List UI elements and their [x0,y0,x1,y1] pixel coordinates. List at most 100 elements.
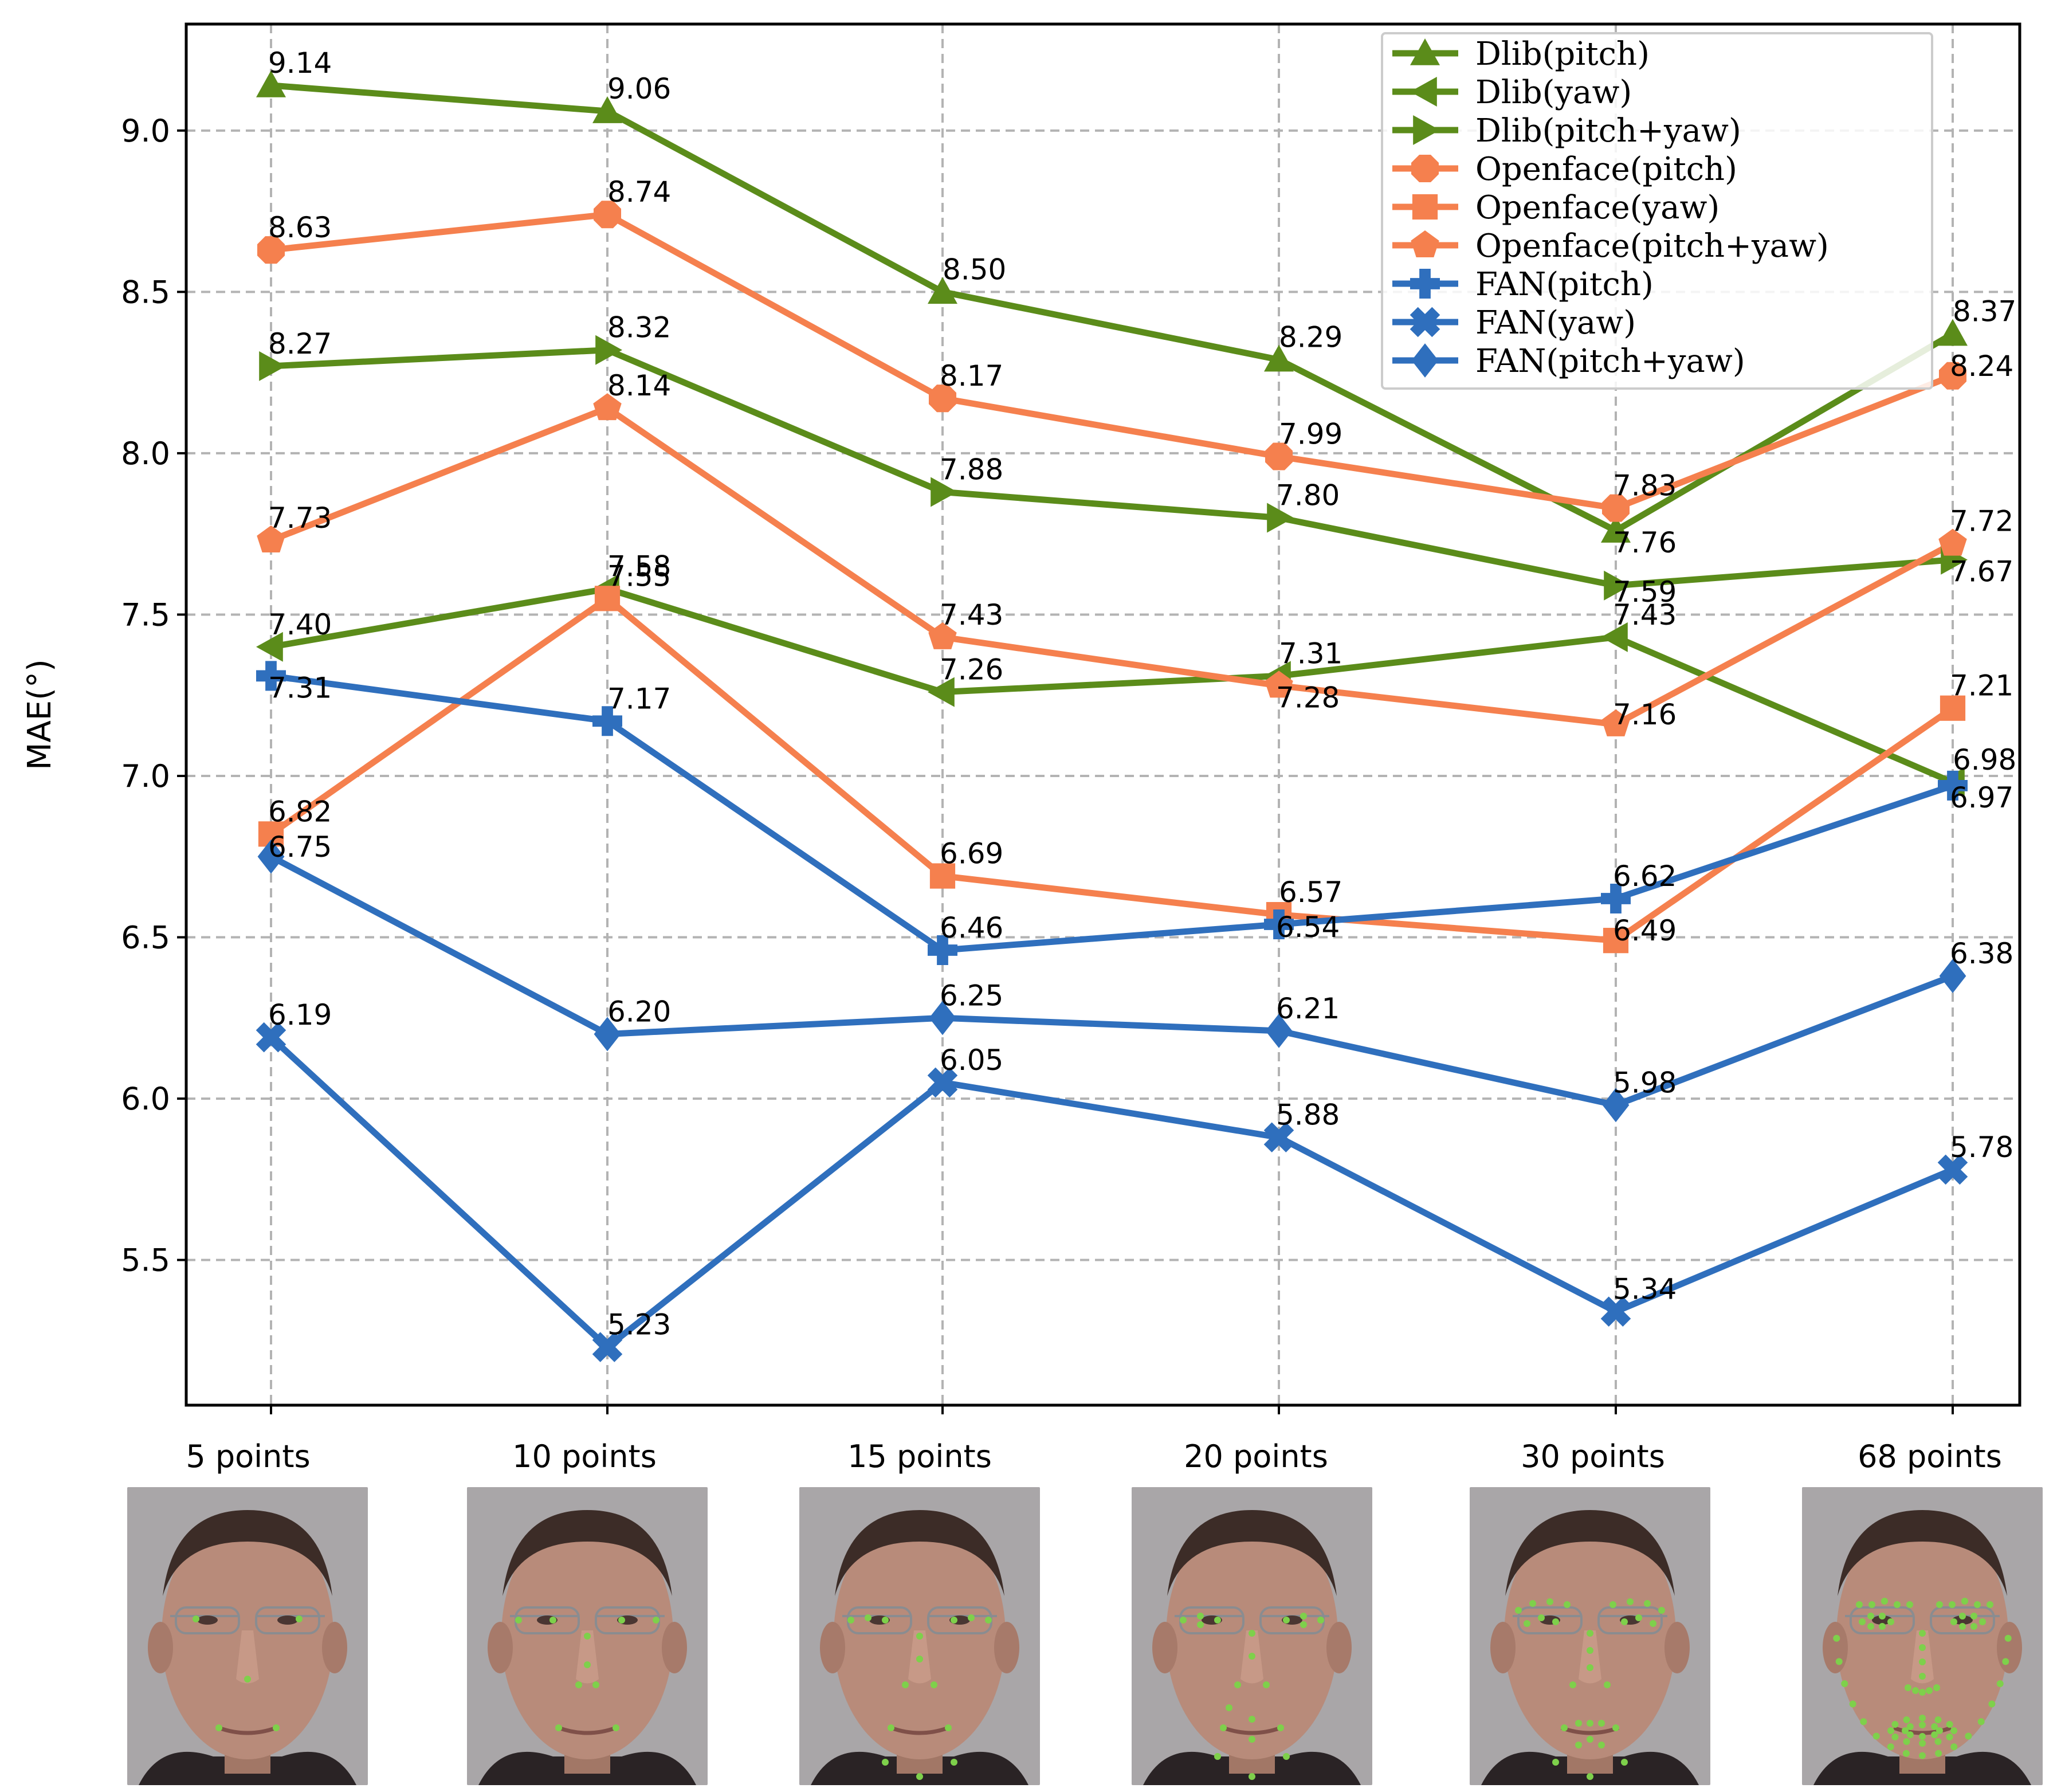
series-line [269,853,1954,1108]
landmark-dot [1515,1607,1522,1614]
legend-entry: FAN(pitch) [1392,266,1654,303]
data-label: 7.83 [1613,469,1677,503]
landmark-dot [1598,1720,1605,1727]
landmark-dot [1621,1618,1628,1625]
data-label: 7.43 [1613,598,1677,632]
data-point-marker [1264,344,1294,372]
landmark-dot [1249,1630,1255,1637]
series-line [269,595,1955,944]
landmark-dot [1575,1720,1582,1727]
landmark-dot [1867,1623,1874,1630]
data-label: 5.78 [1950,1131,2013,1164]
landmark-dot [1849,1700,1856,1708]
data-label: 6.57 [1279,876,1342,909]
landmark-dot [2002,1658,2009,1665]
data-label: 7.31 [268,671,332,704]
landmark-dot [1867,1613,1874,1620]
data-point-marker [928,677,955,707]
landmark-dot [1226,1704,1232,1711]
data-label: 6.05 [940,1044,1003,1077]
data-point-marker [1600,1296,1631,1327]
landmark-dot [1950,1727,1957,1734]
landmark-dot [1598,1742,1605,1748]
data-label: 8.17 [940,359,1003,393]
data-point-marker [1940,695,1966,721]
data-label: 7.31 [1279,637,1342,670]
data-point-marker [593,201,622,229]
landmark-dot [1988,1700,1996,1708]
x-axis: 5 points 10 points 15 points 20 points 30 po… [186,1405,2002,1475]
landmark-dot [1524,1620,1530,1627]
data-label: 5.98 [1613,1066,1677,1099]
data-point-marker [592,1332,623,1362]
landmark-dot [1609,1601,1616,1608]
landmark-dot [1919,1658,1926,1665]
landmark-dot [1887,1618,1894,1625]
y-axis-label: MAE(°) [21,659,58,770]
data-label: 7.99 [1279,418,1342,451]
landmark-dot [951,1759,957,1766]
landmark-dot [945,1724,952,1731]
face-photo [1802,1487,2043,1785]
landmark-dot [1564,1601,1571,1608]
y-tick-label: 5.5 [121,1242,170,1279]
data-point-marker [593,393,622,421]
x-tick-label: 15 points [847,1438,992,1475]
landmark-dot [1833,1634,1840,1642]
landmark-dot [1868,1601,1875,1608]
landmark-dot [1650,1620,1656,1627]
data-point-marker [1264,909,1294,940]
landmark-dot [1919,1673,1926,1680]
face-photo [799,1487,1040,1785]
y-axis: 5.5 6.0 6.5 7.0 7.5 8.0 8.5 9.0 [121,113,186,1279]
landmark-dot [1538,1614,1545,1621]
landmark-dot [1887,1727,1894,1734]
landmark-dot [1919,1733,1926,1740]
landmark-dot [1587,1773,1593,1780]
data-point-marker [927,1067,958,1098]
landmark-dot [1546,1598,1553,1605]
data-point-marker [1267,503,1294,533]
landmark-dot [1249,1773,1255,1780]
y-tick-label: 9.0 [121,113,170,149]
data-label: 8.14 [607,369,671,402]
landmark-dot [515,1617,522,1624]
landmark-dot [1919,1740,1926,1747]
landmark-dot [273,1724,280,1731]
data-point-marker [1265,1013,1293,1048]
landmark-dot [847,1617,854,1624]
face-illustration [1470,1487,1710,1785]
landmark-dot [1249,1653,1255,1660]
landmark-dot [1903,1716,1910,1723]
landmark-dot [1949,1601,1956,1608]
data-label: 8.63 [268,211,332,244]
landmark-dot [1552,1618,1559,1625]
landmark-dot [1919,1689,1926,1696]
landmark-dot [1283,1753,1290,1760]
landmark-dot [1569,1681,1576,1688]
data-label: 6.49 [1613,914,1677,947]
data-point-marker [259,351,286,381]
data-point-marker [1938,362,1967,390]
landmark-dot [1249,1736,1255,1743]
data-label: 8.32 [607,311,671,344]
y-tick-label: 6.5 [121,920,170,956]
data-point-marker [928,385,957,413]
legend-marker [1410,307,1440,338]
data-label: 7.80 [1276,479,1340,512]
face-illustration [799,1487,1040,1785]
landmark-dot [951,1617,957,1624]
data-label: 7.26 [940,653,1003,687]
data-point-marker [928,935,957,966]
landmark-dot [1860,1718,1867,1726]
data-label: 7.28 [1276,681,1340,714]
data-point-marker [595,335,622,365]
data-point-marker [1602,1088,1630,1123]
landmark-dot [1905,1684,1911,1691]
legend-label: FAN(pitch) [1475,266,1654,303]
legend-marker [1413,115,1440,145]
data-point-marker [1601,883,1631,913]
landmark-dot [193,1615,199,1622]
data-label: 8.27 [268,327,332,360]
landmark-dot [1959,1613,1966,1620]
